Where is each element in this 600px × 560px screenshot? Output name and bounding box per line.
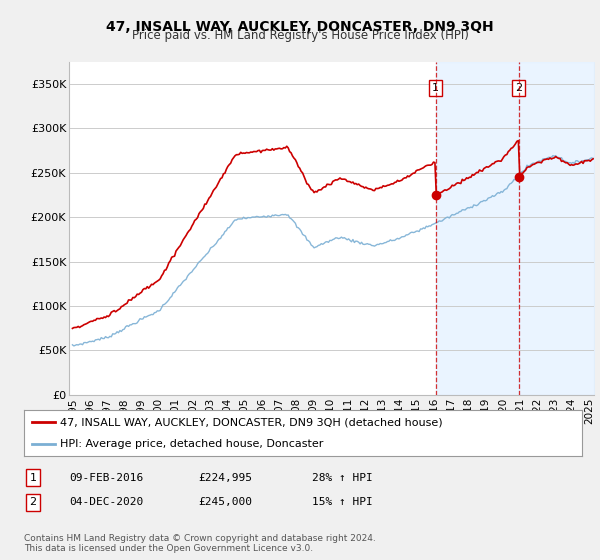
Text: 15% ↑ HPI: 15% ↑ HPI	[312, 497, 373, 507]
Text: 1: 1	[29, 473, 37, 483]
Text: 28% ↑ HPI: 28% ↑ HPI	[312, 473, 373, 483]
Text: 2: 2	[515, 83, 522, 94]
Text: 47, INSALL WAY, AUCKLEY, DONCASTER, DN9 3QH: 47, INSALL WAY, AUCKLEY, DONCASTER, DN9 …	[106, 20, 494, 34]
Text: Contains HM Land Registry data © Crown copyright and database right 2024.: Contains HM Land Registry data © Crown c…	[24, 534, 376, 543]
Text: 09-FEB-2016: 09-FEB-2016	[69, 473, 143, 483]
Text: 47, INSALL WAY, AUCKLEY, DONCASTER, DN9 3QH (detached house): 47, INSALL WAY, AUCKLEY, DONCASTER, DN9 …	[60, 417, 443, 427]
Text: 04-DEC-2020: 04-DEC-2020	[69, 497, 143, 507]
Text: This data is licensed under the Open Government Licence v3.0.: This data is licensed under the Open Gov…	[24, 544, 313, 553]
Text: 2: 2	[29, 497, 37, 507]
Text: HPI: Average price, detached house, Doncaster: HPI: Average price, detached house, Donc…	[60, 439, 323, 449]
Text: Price paid vs. HM Land Registry's House Price Index (HPI): Price paid vs. HM Land Registry's House …	[131, 29, 469, 42]
Text: 1: 1	[432, 83, 439, 94]
Text: £245,000: £245,000	[198, 497, 252, 507]
Text: £224,995: £224,995	[198, 473, 252, 483]
